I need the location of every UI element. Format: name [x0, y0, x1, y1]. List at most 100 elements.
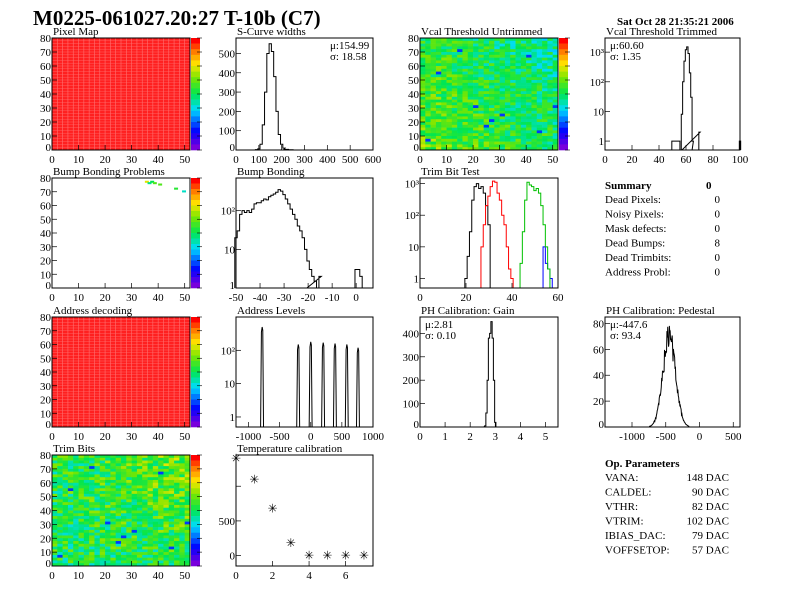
- heatmap-cell: [57, 466, 63, 470]
- heatmap-cell: [52, 518, 58, 522]
- heatmap-cell: [473, 124, 479, 128]
- heatmap-cell: [57, 482, 63, 486]
- heatmap-cell: [163, 563, 170, 567]
- heatmap-cell: [142, 560, 148, 564]
- heatmap-cell: [552, 147, 559, 151]
- heatmap-cell: [152, 521, 159, 525]
- palette-swatch: [191, 216, 200, 223]
- heatmap-cell: [478, 49, 484, 53]
- heatmap-cell: [57, 510, 63, 514]
- heatmap-cell: [483, 71, 490, 75]
- heatmap-cell: [184, 457, 191, 461]
- heatmap-cell: [504, 82, 511, 86]
- heatmap-cell: [457, 80, 463, 84]
- heatmap-cell: [110, 502, 116, 506]
- heatmap-cell: [499, 60, 506, 64]
- heatmap-cell: [510, 49, 516, 53]
- heatmap-cell: [89, 560, 95, 564]
- heatmap-cell: [526, 46, 532, 50]
- heatmap-cell: [99, 468, 106, 472]
- heatmap-cell: [83, 491, 90, 495]
- heatmap-cell: [99, 466, 106, 470]
- heatmap-cell: [504, 43, 511, 47]
- palette-swatch: [559, 77, 568, 84]
- heatmap-cell: [494, 85, 500, 89]
- heatmap-cell: [52, 549, 58, 553]
- heatmap-cell: [510, 74, 516, 78]
- heatmap-cell: [536, 40, 543, 44]
- heatmap-cell: [430, 133, 437, 137]
- heatmap-cell: [526, 88, 532, 92]
- heatmap-cell: [552, 43, 559, 47]
- heatmap-cell: [152, 524, 159, 528]
- heatmap-cell: [115, 557, 122, 561]
- heatmap-cell: [441, 54, 447, 58]
- heatmap-cell: [467, 66, 474, 70]
- summary-label: Mask defects:: [605, 223, 666, 235]
- heatmap-cell: [136, 477, 143, 481]
- heatmap-cell: [430, 63, 437, 67]
- heatmap-cell: [147, 493, 154, 497]
- heatmap-cell: [152, 510, 159, 514]
- heatmap-cell: [152, 507, 159, 511]
- heatmap-cell: [110, 535, 116, 539]
- heatmap-cell: [168, 488, 175, 492]
- heatmap-cell: [67, 457, 74, 461]
- x-tick-label: 40: [507, 292, 519, 304]
- heatmap-cell: [547, 105, 553, 109]
- heatmap-cell: [446, 124, 453, 128]
- heatmap-cell: [89, 479, 95, 484]
- heatmap-cell: [441, 43, 447, 47]
- heatmap-cell: [184, 524, 191, 528]
- heatmap-cell: [73, 471, 79, 475]
- heatmap-cell: [57, 543, 63, 547]
- heatmap-cell: [121, 466, 127, 470]
- palette-swatch: [191, 127, 200, 134]
- heatmap-cell: [158, 532, 164, 536]
- heatmap-cell: [425, 105, 431, 109]
- heatmap-cell: [110, 499, 116, 503]
- heatmap-cell: [536, 108, 543, 112]
- heatmap-cell: [499, 71, 506, 75]
- heatmap-cell: [467, 43, 474, 47]
- heatmap-cell: [163, 499, 170, 503]
- heatmap-cell: [483, 102, 490, 106]
- heatmap-cell: [531, 66, 538, 70]
- heatmap-cell: [510, 141, 516, 145]
- heatmap-cell: [515, 136, 522, 140]
- heatmap-cell: [131, 457, 138, 461]
- heatmap-cell: [168, 457, 175, 461]
- heatmap-cell: [168, 496, 175, 500]
- heatmap-cell: [115, 471, 122, 475]
- heatmap-cell: [78, 549, 85, 553]
- heatmap-cell: [147, 504, 154, 509]
- heatmap-cell: [184, 496, 191, 500]
- heatmap-cell: [89, 468, 95, 472]
- heatmap-cell: [457, 108, 463, 112]
- heatmap-cell: [147, 510, 154, 514]
- heatmap-cell: [168, 546, 175, 550]
- histogram-peak: [344, 344, 349, 428]
- heatmap-cell: [467, 102, 474, 106]
- heatmap-cell: [425, 60, 431, 64]
- heatmap-cell: [57, 549, 63, 553]
- heatmap-cell: [126, 479, 132, 484]
- heatmap-cell: [547, 80, 553, 84]
- heatmap-cell: [158, 546, 164, 550]
- heatmap-cell: [425, 136, 431, 140]
- y-tick-label: 10²: [221, 206, 236, 218]
- heatmap-cell: [542, 130, 548, 134]
- heatmap-cell: [446, 38, 453, 42]
- heatmap-cell: [62, 507, 69, 511]
- heatmap-cell: [136, 552, 143, 556]
- heatmap-cell: [131, 504, 138, 509]
- heatmap-cell: [420, 110, 426, 114]
- heatmap-cell: [62, 557, 69, 561]
- heatmap-cell: [142, 502, 148, 506]
- heatmap-cell: [552, 74, 559, 78]
- heatmap-cell: [467, 57, 474, 61]
- heatmap-cell: [179, 543, 185, 547]
- heatmap-cell: [478, 122, 484, 126]
- heatmap-cell: [510, 52, 516, 56]
